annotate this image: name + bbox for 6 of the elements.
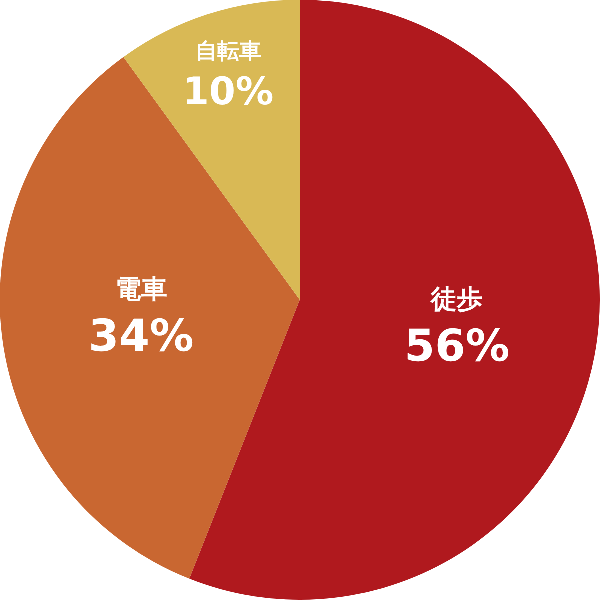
data-label: 34% [88,311,194,362]
data-label: 10% [182,69,274,114]
slice-label: 徒歩 [430,284,484,315]
slice-label: 電車 [115,275,168,306]
slice-label: 自転車 [195,39,262,64]
data-label: 56% [404,320,510,372]
